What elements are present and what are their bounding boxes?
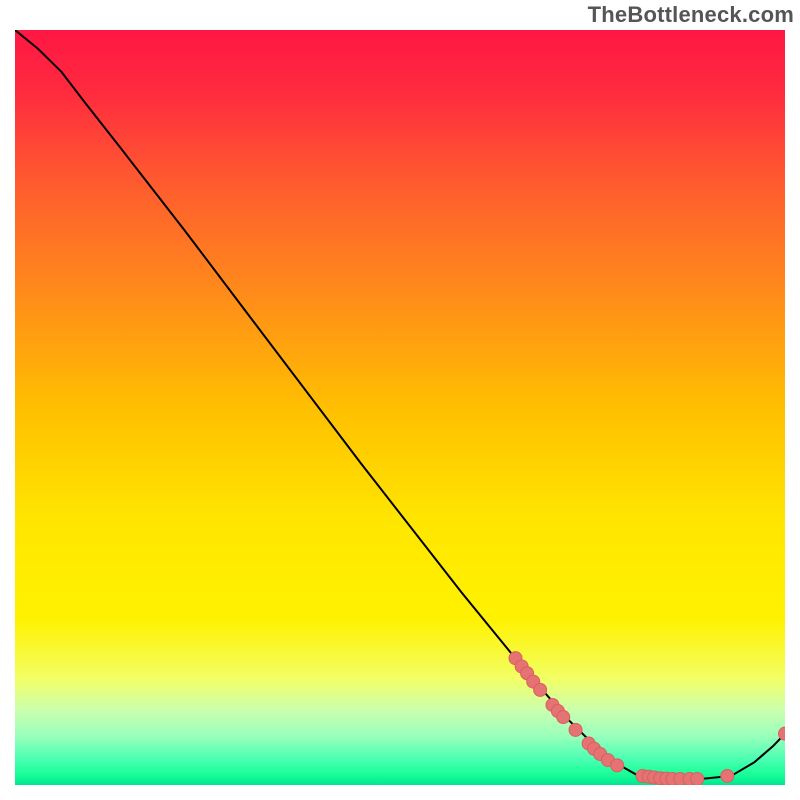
chart-background	[15, 30, 785, 785]
chart-svg	[15, 30, 785, 785]
data-point	[721, 769, 734, 782]
data-point	[534, 683, 547, 696]
data-point	[557, 711, 570, 724]
bottleneck-chart	[15, 30, 785, 785]
data-point	[611, 759, 624, 772]
watermark-text: TheBottleneck.com	[588, 2, 794, 28]
data-point	[569, 723, 582, 736]
data-point	[691, 772, 704, 785]
